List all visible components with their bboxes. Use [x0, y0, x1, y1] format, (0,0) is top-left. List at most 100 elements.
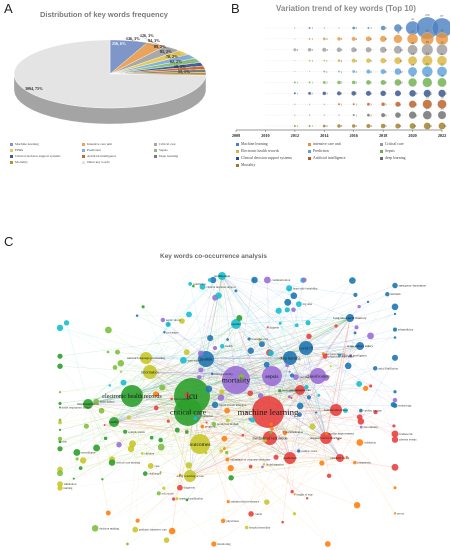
legend-swatch	[236, 142, 239, 146]
network-node	[209, 276, 217, 284]
network-node	[320, 432, 332, 444]
trend-bubble	[352, 26, 356, 30]
network-edge	[113, 409, 337, 423]
trend-bubble-label: 17	[426, 107, 430, 111]
network-edge	[66, 322, 89, 405]
trend-bubble	[381, 102, 386, 107]
network-edge	[191, 325, 297, 397]
trend-bubble	[394, 112, 401, 119]
trend-bubble	[365, 58, 371, 64]
network-node	[57, 481, 63, 488]
network-node	[171, 497, 176, 501]
network-node	[58, 390, 62, 394]
network-edge	[199, 443, 295, 514]
trend-bubble-label: 5	[356, 92, 358, 96]
trend-bubble-label: 106	[425, 14, 430, 17]
network-node	[129, 440, 137, 448]
network-node	[336, 454, 344, 462]
network-edge	[317, 375, 361, 411]
trend-bubble	[307, 47, 312, 52]
trend-bubble	[379, 35, 387, 43]
network-node-label: readmission	[214, 274, 231, 278]
network-node	[306, 395, 312, 400]
trend-bubble	[351, 58, 356, 63]
network-edge	[305, 347, 394, 405]
network-edge	[188, 437, 327, 466]
network-edge	[235, 336, 310, 381]
pie-label-1: 136, 3%	[126, 36, 140, 41]
legend-swatch	[154, 154, 157, 158]
network-node	[392, 397, 398, 403]
pie-legend-item: Artificial intelligence	[82, 154, 116, 158]
trend-bubble	[394, 57, 402, 65]
trend-bubble	[408, 111, 417, 119]
network-node-label: length of stay	[296, 492, 313, 496]
network-node	[291, 307, 296, 313]
network-node	[247, 347, 254, 354]
network-edge	[221, 275, 361, 422]
trend-bubble	[351, 36, 356, 42]
network-edge	[95, 475, 191, 529]
network-node	[346, 314, 354, 322]
network-node	[324, 541, 331, 547]
trend-bubble	[323, 27, 325, 29]
trend-bubble	[407, 33, 419, 45]
network-edge	[189, 419, 253, 477]
network-node	[353, 501, 361, 509]
trend-tick-label: 2010	[261, 133, 269, 138]
trend-bubble-label: 3	[311, 48, 313, 52]
network-edge	[189, 462, 355, 477]
network-node	[192, 284, 195, 288]
network-edge	[235, 323, 319, 377]
network-edge	[335, 329, 396, 411]
trend-bubble	[352, 113, 355, 117]
network-node	[392, 424, 396, 428]
network-node-label: random forest	[331, 456, 350, 460]
network-node	[186, 311, 192, 318]
network-node	[353, 331, 357, 335]
trend-tick-label: 2016	[350, 133, 358, 138]
network-edge	[149, 314, 190, 373]
network-edge	[205, 340, 260, 360]
legend-label: Critical care	[385, 142, 404, 146]
network-node	[72, 477, 75, 480]
network-node	[393, 390, 397, 394]
network-node-label: natural language processing	[127, 356, 165, 360]
trend-bubble	[393, 34, 403, 44]
network-edge	[299, 409, 337, 415]
legend-label: intensive care unit	[313, 142, 341, 146]
trend-bubble-label: 12	[414, 102, 418, 106]
network-node	[103, 423, 106, 427]
network-node-label: interoperability	[214, 372, 233, 376]
network-edge	[166, 457, 341, 541]
network-node-label: septic shock	[166, 318, 181, 322]
network-node	[391, 354, 399, 361]
network-edge	[305, 347, 396, 401]
trend-bubble-label: 1	[341, 102, 343, 106]
network-node	[211, 401, 219, 409]
network-edge	[199, 443, 396, 468]
trend-bubble-label: 2	[326, 37, 328, 41]
trend-legend-item: Mortality	[236, 163, 255, 167]
network-node-label: diagnosis	[184, 486, 196, 490]
trend-bubble-label: 2	[341, 59, 343, 63]
pie-leader-1	[124, 38, 155, 46]
network-node-label: early warning score	[177, 474, 204, 478]
network-edge	[145, 357, 376, 413]
network-node	[226, 500, 230, 504]
trend-bubble-label: 1	[356, 113, 358, 117]
trend-tick-label: 2014	[320, 133, 329, 138]
trend-bubble-label: 18	[411, 63, 415, 67]
network-node	[349, 277, 356, 284]
trend-bubble	[366, 102, 371, 106]
network-edge	[275, 389, 301, 458]
trend-bubble	[421, 55, 433, 67]
pie-legend-item: Prediction	[82, 148, 101, 152]
network-edge	[163, 375, 319, 489]
network-node	[297, 449, 301, 453]
network-edge	[160, 375, 319, 441]
pie-label-3: 94, 3%	[148, 38, 160, 43]
network-node-label: framework	[399, 432, 413, 436]
network-edge	[271, 375, 295, 495]
network-edge	[191, 317, 351, 397]
